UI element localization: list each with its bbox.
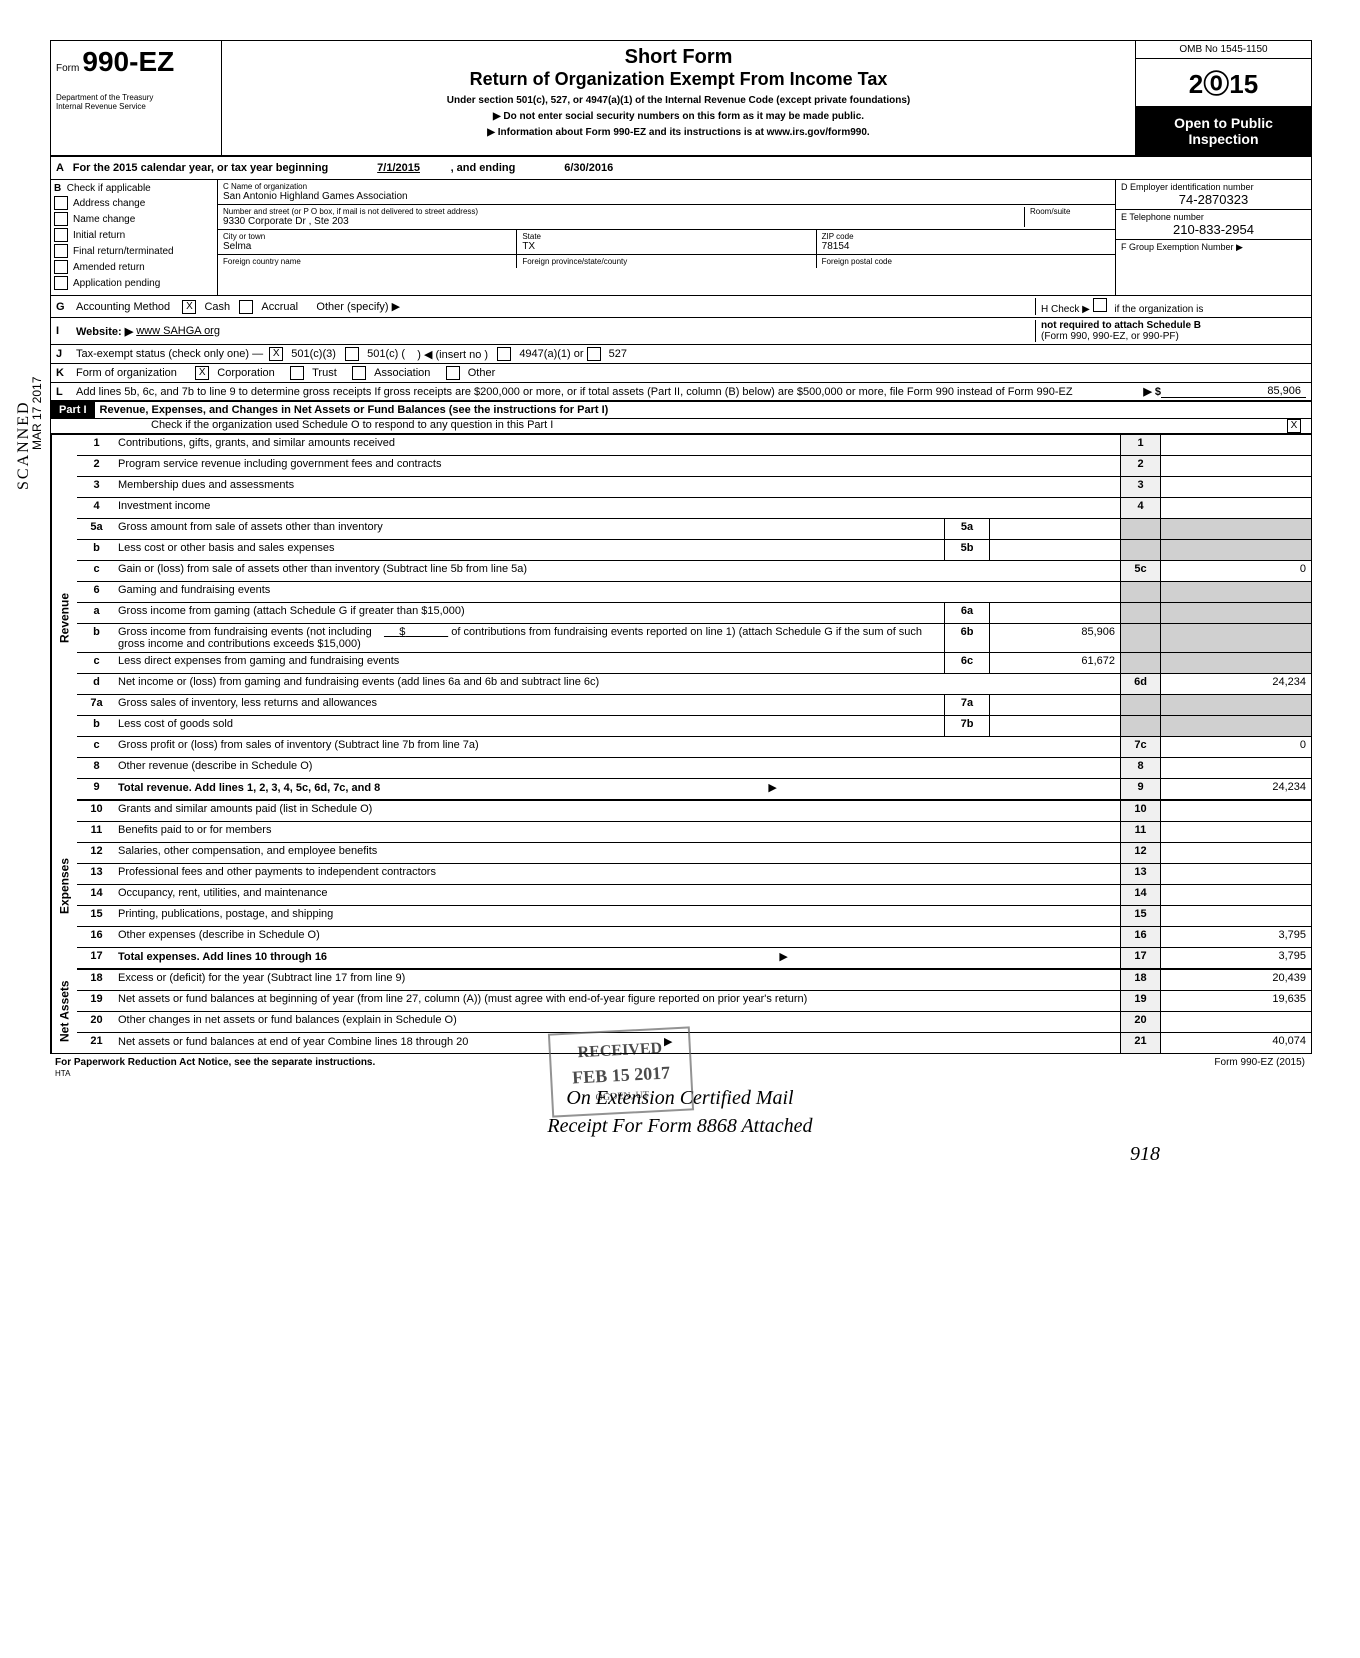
- checkbox-final-return[interactable]: [54, 244, 68, 258]
- form-number: 990-EZ: [82, 46, 174, 77]
- org-name: San Antonio Highland Games Association: [223, 191, 1110, 202]
- val-5c: 0: [1160, 561, 1311, 581]
- line-l-gross-receipts: L Add lines 5b, 6c, and 7b to line 9 to …: [51, 383, 1311, 402]
- handwriting-3: 918: [50, 1143, 1310, 1166]
- line-j-tax-status: J Tax-exempt status (check only one) — X…: [51, 345, 1311, 364]
- checkbox-schedule-b[interactable]: [1093, 298, 1107, 312]
- checkbox-address-change[interactable]: [54, 196, 68, 210]
- checkbox-assoc[interactable]: [352, 366, 366, 380]
- checkbox-527[interactable]: [587, 347, 601, 361]
- open-public: Open to Public Inspection: [1136, 107, 1311, 155]
- val-16: 3,795: [1160, 927, 1311, 947]
- form-label: Form: [56, 63, 79, 74]
- line-k-org-form: K Form of organization X Corporation Tru…: [51, 364, 1311, 383]
- netassets-label: Net Assets: [51, 970, 77, 1053]
- date-stamp: MAR 17 2017: [30, 377, 44, 450]
- ein-value: 74-2870323: [1121, 192, 1306, 207]
- subtitle-info: ▶ Information about Form 990-EZ and its …: [227, 127, 1130, 138]
- checkbox-pending[interactable]: [54, 276, 68, 290]
- val-6c: 61,672: [989, 653, 1120, 673]
- title-return: Return of Organization Exempt From Incom…: [227, 69, 1130, 90]
- phone-value: 210-833-2954: [1121, 222, 1306, 237]
- val-18: 20,439: [1160, 970, 1311, 990]
- title-short-form: Short Form: [227, 46, 1130, 69]
- checkbox-initial-return[interactable]: [54, 228, 68, 242]
- val-21: 40,074: [1160, 1033, 1311, 1053]
- val-7c: 0: [1160, 737, 1311, 757]
- gross-receipts-value: 85,906: [1161, 385, 1306, 398]
- line-i-website: I Website: ▶ www SAHGA org not required …: [51, 318, 1311, 345]
- checkbox-accrual[interactable]: [239, 300, 253, 314]
- handwriting-2: Receipt For Form 8868 Attached: [50, 1115, 1310, 1138]
- expenses-label: Expenses: [51, 801, 77, 970]
- part1-check: Check if the organization used Schedule …: [51, 419, 1311, 435]
- val-17: 3,795: [1160, 948, 1311, 968]
- org-address: 9330 Corporate Dr , Ste 203: [223, 216, 1024, 227]
- dept-label: Department of the TreasuryInternal Reven…: [56, 93, 216, 111]
- checkbox-other[interactable]: [446, 366, 460, 380]
- org-zip: 78154: [822, 241, 1110, 252]
- col-b-checkboxes: B Check if applicable Address change Nam…: [51, 180, 217, 295]
- checkbox-4947[interactable]: [497, 347, 511, 361]
- website-value: www SAHGA org: [136, 325, 220, 337]
- expenses-section: Expenses 10Grants and similar amounts pa…: [51, 801, 1311, 970]
- val-6d: 24,234: [1160, 674, 1311, 694]
- checkbox-amended[interactable]: [54, 260, 68, 274]
- checkbox-schedule-o[interactable]: X: [1287, 419, 1301, 433]
- org-state: TX: [522, 241, 810, 252]
- omb-number: OMB No 1545-1150: [1136, 41, 1311, 59]
- col-c-org-info: C Name of organization San Antonio Highl…: [217, 180, 1116, 295]
- section-bcd: B Check if applicable Address change Nam…: [51, 180, 1311, 296]
- form-header: Form 990-EZ Department of the TreasuryIn…: [51, 41, 1311, 157]
- checkbox-501c[interactable]: [345, 347, 359, 361]
- val-19: 19,635: [1160, 991, 1311, 1011]
- subtitle-section: Under section 501(c), 527, or 4947(a)(1)…: [227, 95, 1130, 106]
- col-d-ids: D Employer identification number 74-2870…: [1116, 180, 1311, 295]
- revenue-section: Revenue 1Contributions, gifts, grants, a…: [51, 435, 1311, 801]
- received-stamp: RECEIVED FEB 15 2017 OGDEN, UT: [548, 1026, 694, 1117]
- val-9: 24,234: [1160, 779, 1311, 799]
- part1-header: Part I Revenue, Expenses, and Changes in…: [51, 402, 1311, 419]
- subtitle-ssn: ▶ Do not enter social security numbers o…: [227, 111, 1130, 122]
- line-a: A For the 2015 calendar year, or tax yea…: [51, 157, 1311, 180]
- revenue-label: Revenue: [51, 435, 77, 801]
- tax-year: 2⓪201515: [1136, 59, 1311, 107]
- line-g-accounting: G Accounting Method X Cash Accrual Other…: [51, 296, 1311, 318]
- checkbox-cash[interactable]: X: [182, 300, 196, 314]
- checkbox-trust[interactable]: [290, 366, 304, 380]
- checkbox-corp[interactable]: X: [195, 366, 209, 380]
- checkbox-name-change[interactable]: [54, 212, 68, 226]
- checkbox-501c3[interactable]: X: [269, 347, 283, 361]
- org-city: Selma: [223, 241, 511, 252]
- form-990ez: Form 990-EZ Department of the TreasuryIn…: [50, 40, 1312, 1054]
- val-6b: 85,906: [989, 624, 1120, 652]
